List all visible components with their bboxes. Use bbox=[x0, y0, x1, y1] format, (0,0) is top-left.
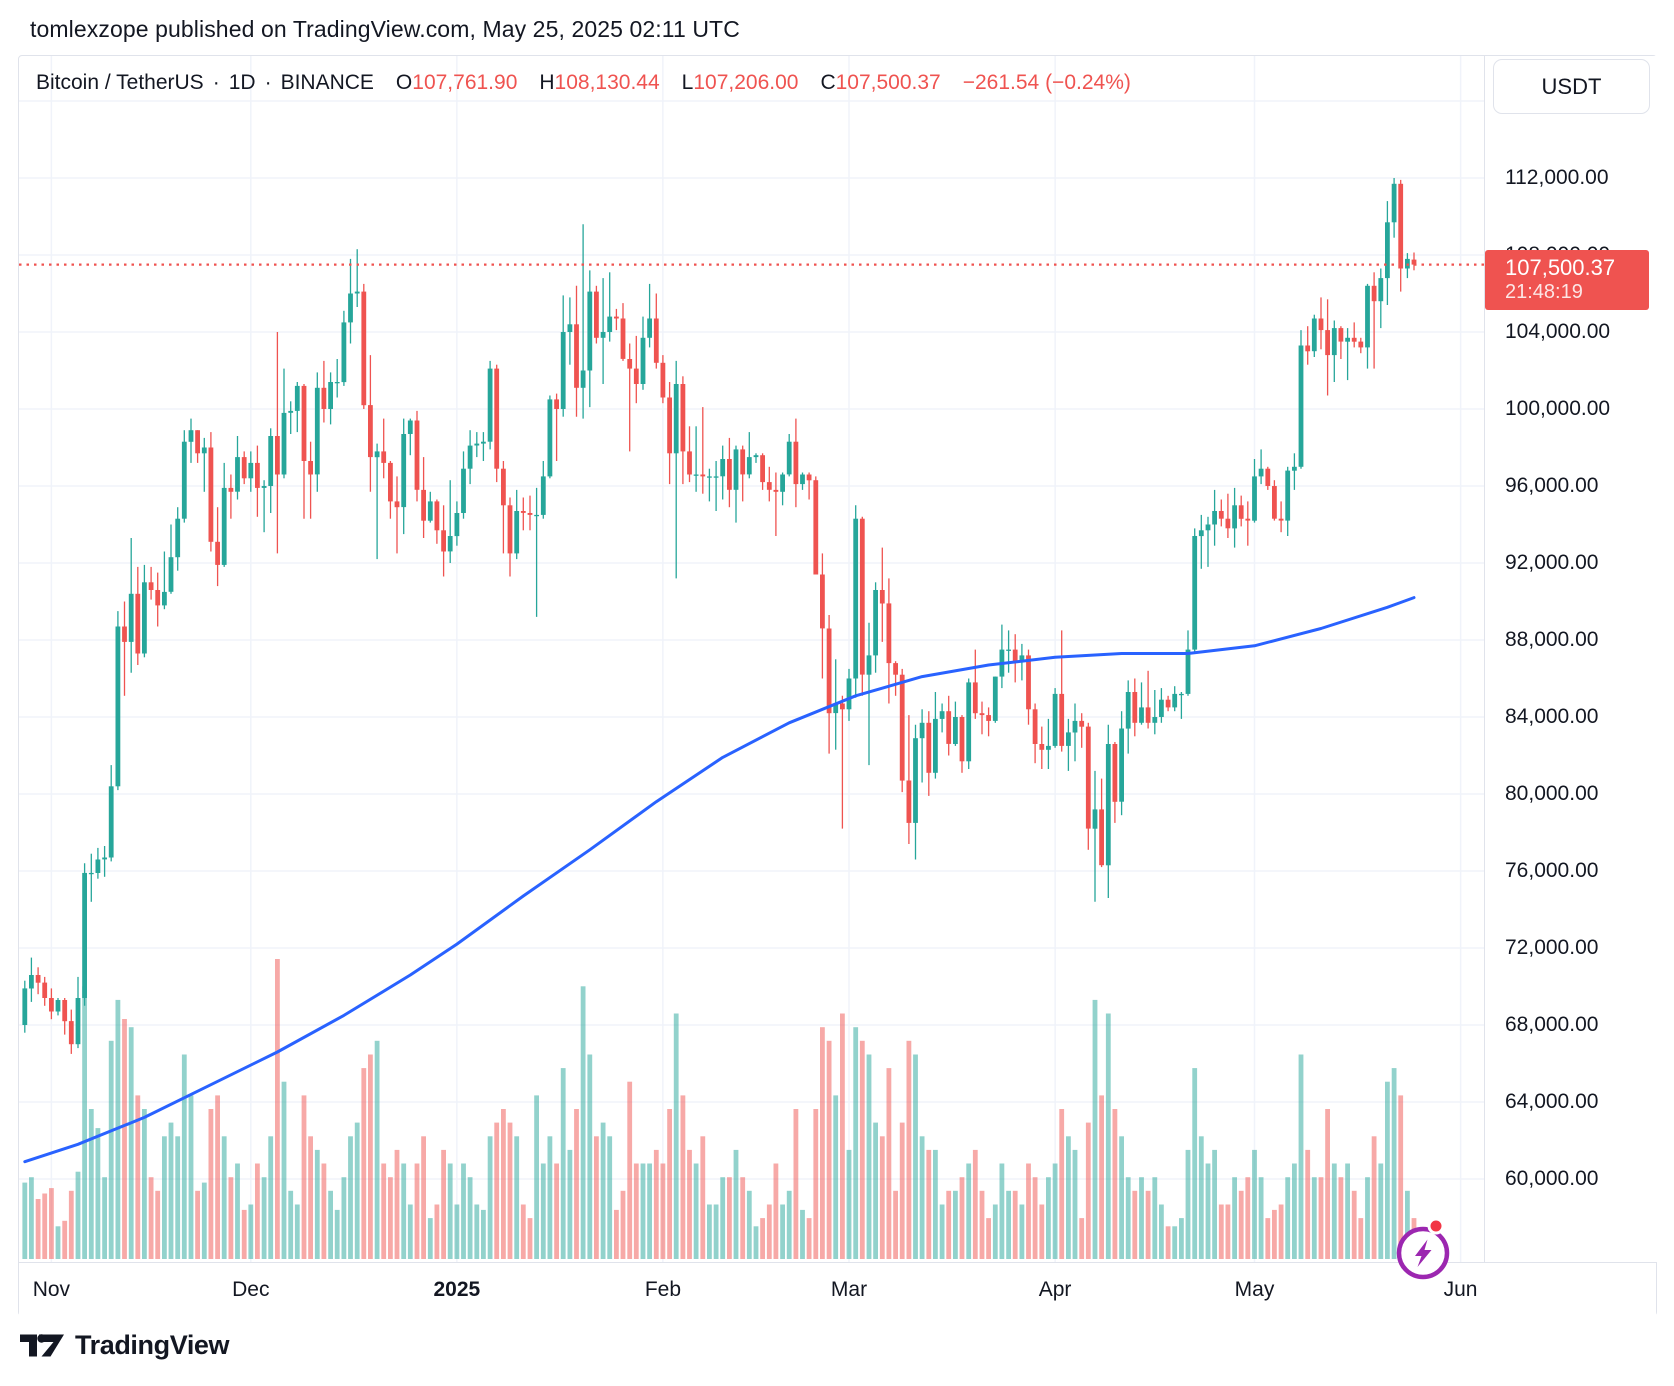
change-value: −261.54 (−0.24%) bbox=[962, 71, 1131, 94]
time-tick-label: Mar bbox=[830, 1277, 868, 1301]
open-value: 107,761.90 bbox=[412, 71, 518, 94]
time-tick-label: Jun bbox=[1443, 1277, 1478, 1301]
attribution-header: tomlexzope published on TradingView.com,… bbox=[30, 16, 740, 42]
currency-button[interactable]: USDT bbox=[1493, 59, 1650, 114]
ohlc-high: H108,130.44 bbox=[539, 71, 660, 94]
tradingview-wordmark: TradingView bbox=[75, 1330, 230, 1360]
ohlc-open: O107,761.90 bbox=[395, 71, 518, 94]
time-axis[interactable]: Nov Dec 2025 Feb Mar Apr May Jun bbox=[19, 1262, 1656, 1316]
ohlc-close: C107,500.37 bbox=[820, 71, 941, 94]
time-tick-label: Apr bbox=[1038, 1277, 1072, 1301]
price-axis[interactable]: USDT 107,500.37 21:48:19 112,000.00108,0… bbox=[1484, 56, 1657, 1262]
price-tick-label: 96,000.00 bbox=[1505, 474, 1599, 497]
supercharts-badge[interactable] bbox=[1391, 1214, 1461, 1284]
time-tick-label: 2025 bbox=[433, 1277, 481, 1301]
price-tick-label: 60,000.00 bbox=[1505, 1167, 1599, 1190]
badge-red-dot-icon bbox=[1427, 1217, 1445, 1235]
price-tick-label: 88,000.00 bbox=[1505, 628, 1599, 651]
tradingview-mark-icon bbox=[20, 1334, 64, 1357]
last-price-value: 107,500.37 bbox=[1505, 254, 1616, 280]
price-tick-label: 104,000.00 bbox=[1505, 320, 1611, 343]
ohlc-low: L107,206.00 bbox=[681, 71, 799, 94]
bar-countdown: 21:48:19 bbox=[1505, 280, 1583, 303]
chart-legend: Bitcoin / TetherUS · 1D · BINANCE O107,7… bbox=[36, 71, 1131, 101]
price-tick-label: 76,000.00 bbox=[1505, 859, 1599, 882]
time-tick-label: Dec bbox=[232, 1277, 270, 1301]
price-tick-label: 68,000.00 bbox=[1505, 1013, 1599, 1036]
symbol-title[interactable]: Bitcoin / TetherUS bbox=[36, 71, 204, 94]
price-tick-label: 64,000.00 bbox=[1505, 1090, 1599, 1113]
exchange-label[interactable]: BINANCE bbox=[280, 71, 374, 94]
price-pane-svg[interactable] bbox=[19, 56, 1484, 1262]
low-value: 107,206.00 bbox=[693, 71, 799, 94]
close-value: 107,500.37 bbox=[835, 71, 941, 94]
legend-separator: · bbox=[264, 71, 272, 94]
time-tick-label: Feb bbox=[644, 1277, 681, 1301]
legend-separator: · bbox=[212, 71, 220, 94]
chart-card: Bitcoin / TetherUS · 1D · BINANCE O107,7… bbox=[18, 55, 1657, 1316]
price-tick-label: 92,000.00 bbox=[1505, 551, 1599, 574]
interval-label[interactable]: 1D bbox=[228, 71, 256, 94]
price-tick-label: 100,000.00 bbox=[1505, 397, 1611, 420]
time-tick-label: Nov bbox=[32, 1277, 71, 1301]
tradingview-logo[interactable]: TradingView bbox=[20, 1330, 230, 1361]
lightning-bolt-icon bbox=[1415, 1239, 1432, 1267]
price-tick-label: 84,000.00 bbox=[1505, 705, 1599, 728]
price-tick-label: 72,000.00 bbox=[1505, 936, 1599, 959]
price-tick-label: 80,000.00 bbox=[1505, 782, 1599, 805]
time-tick-label: May bbox=[1234, 1277, 1275, 1301]
last-price-tag: 107,500.37 21:48:19 bbox=[1485, 249, 1649, 310]
price-tick-label: 112,000.00 bbox=[1505, 166, 1609, 189]
high-value: 108,130.44 bbox=[554, 71, 660, 94]
